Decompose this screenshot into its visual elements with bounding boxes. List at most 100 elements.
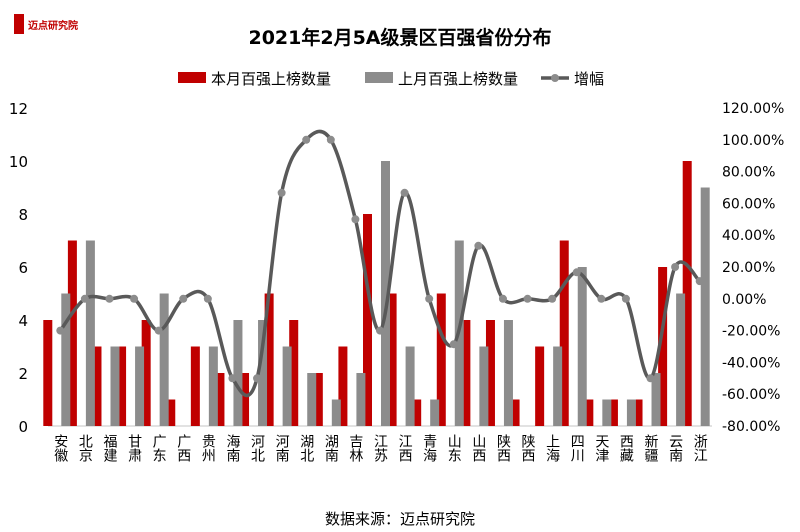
bar-current xyxy=(240,373,250,426)
bar-current xyxy=(535,346,545,426)
y-right-tick: 20.00% xyxy=(722,260,775,276)
growth-point xyxy=(277,188,286,197)
bar-current xyxy=(289,320,299,426)
legend-swatch xyxy=(178,72,206,83)
y-right-tick: -40.00% xyxy=(722,355,780,371)
bar-current xyxy=(43,320,53,426)
x-tick-label: 青海 xyxy=(421,434,437,462)
chart-title: 2021年2月5A级景区百强省份分布 xyxy=(248,26,551,49)
y-right-tick: -20.00% xyxy=(722,324,780,340)
legend: 本月百强上榜数量 上月百强上榜数量 增幅 xyxy=(178,70,604,88)
x-tick-label: 湖南 xyxy=(323,434,339,462)
growth-point xyxy=(326,135,335,144)
growth-point xyxy=(56,326,65,335)
x-tick-label: 陕西 xyxy=(495,434,511,462)
x-tick-label: 江苏 xyxy=(372,434,388,463)
bar-previous xyxy=(307,373,317,426)
growth-point xyxy=(449,340,458,349)
growth-point xyxy=(376,326,384,335)
bar-previous xyxy=(479,346,489,426)
y-right-tick: 120.00% xyxy=(722,101,784,117)
y-right-tick: 80.00% xyxy=(722,165,775,181)
bar-current xyxy=(461,320,471,426)
bar-current xyxy=(387,293,397,426)
bar-previous xyxy=(553,346,563,426)
growth-point xyxy=(474,241,483,250)
x-tick-label: 河南 xyxy=(274,434,290,462)
growth-point xyxy=(203,294,212,303)
growth-line xyxy=(58,129,701,398)
x-tick-label: 贵州 xyxy=(200,434,216,462)
growth-point xyxy=(498,294,507,303)
bar-previous xyxy=(626,399,636,426)
growth-point xyxy=(671,263,680,271)
logo-text: 迈点研究院 xyxy=(28,19,78,32)
x-tick-label: 天津 xyxy=(593,434,609,462)
x-tick-label: 山西 xyxy=(470,434,486,462)
x-tick-label: 河北 xyxy=(249,434,265,463)
y-left-tick: 4 xyxy=(18,312,28,330)
bar-previous xyxy=(233,320,243,426)
legend-label: 本月百强上榜数量 xyxy=(211,70,331,88)
bar-previous xyxy=(503,320,513,426)
bar-previous xyxy=(577,267,587,426)
bar-current xyxy=(92,346,102,426)
growth-point xyxy=(695,277,704,286)
bar-current xyxy=(559,240,569,426)
bar-current xyxy=(608,399,618,426)
y-left-tick: 6 xyxy=(18,259,28,277)
bar-previous xyxy=(700,187,710,426)
growth-point xyxy=(597,294,606,303)
growth-point xyxy=(425,294,434,303)
bar-previous xyxy=(135,346,145,426)
x-tick-label: 云南 xyxy=(667,434,683,462)
y-right-tick: 40.00% xyxy=(722,228,775,244)
legend-swatch xyxy=(365,72,393,83)
bar-previous xyxy=(405,346,415,426)
bar-previous xyxy=(110,346,120,426)
bar-previous xyxy=(331,399,341,426)
bar-current xyxy=(313,373,323,426)
y-right-tick: 0.00% xyxy=(722,292,766,308)
y-left-tick: 12 xyxy=(9,100,28,118)
x-tick-label: 广东 xyxy=(151,434,167,462)
growth-point xyxy=(302,135,311,144)
x-tick-label: 陕西 xyxy=(520,434,536,462)
growth-point xyxy=(572,268,581,277)
x-tick-label: 新疆 xyxy=(643,434,659,462)
growth-point xyxy=(130,294,139,303)
y-right-tick: -80.00% xyxy=(722,419,780,435)
bar-previous xyxy=(430,399,440,426)
bar-previous xyxy=(282,346,292,426)
y-right-tick: 100.00% xyxy=(722,133,784,149)
bar-previous xyxy=(651,373,661,426)
bar-current xyxy=(338,346,348,426)
x-tick-label: 吉林 xyxy=(347,434,363,462)
growth-point xyxy=(154,326,163,335)
growth-point xyxy=(523,294,532,303)
x-tick-label: 海南 xyxy=(224,434,240,462)
growth-point xyxy=(228,374,237,383)
y-right-tick: -60.00% xyxy=(722,387,780,403)
logo: 迈点研究院 xyxy=(14,14,78,34)
x-tick-label: 福建 xyxy=(101,434,117,463)
y-left-tick: 8 xyxy=(18,206,28,224)
bar-previous xyxy=(159,293,169,426)
y-left-tick: 0 xyxy=(18,418,28,436)
bar-current xyxy=(166,399,176,426)
growth-point xyxy=(105,294,114,303)
bar-current xyxy=(510,399,520,426)
y-left-tick: 10 xyxy=(9,153,28,171)
bar-previous xyxy=(61,293,71,426)
bar-current xyxy=(190,346,200,426)
bar-current xyxy=(412,399,422,426)
growth-point xyxy=(548,294,557,303)
bar-current xyxy=(67,240,77,426)
x-tick-label: 浙江 xyxy=(692,434,708,462)
bar-previous xyxy=(208,346,218,426)
growth-point xyxy=(80,294,89,303)
bar-previous xyxy=(356,373,366,426)
x-tick-label: 甘肃 xyxy=(126,434,142,462)
bar-current xyxy=(363,214,372,426)
